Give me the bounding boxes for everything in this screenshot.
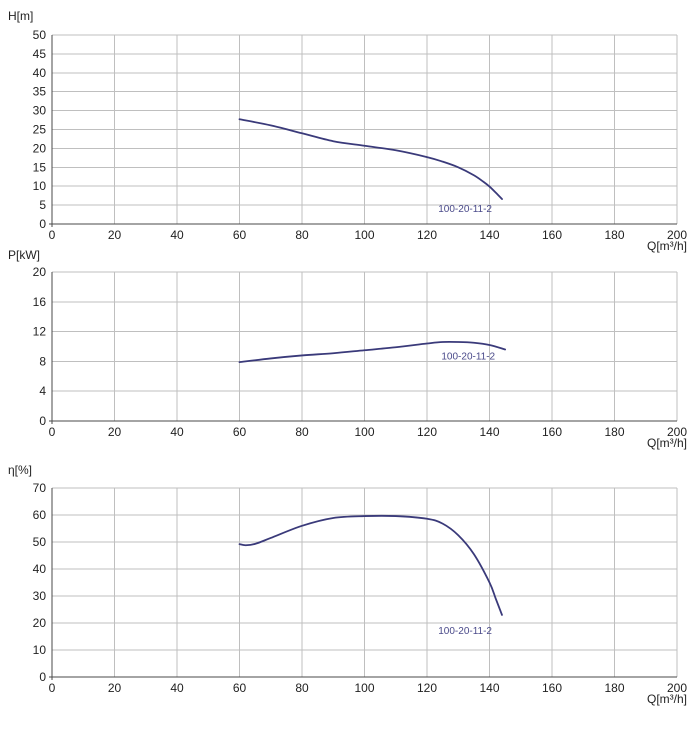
y-tick-label: 0 <box>39 670 46 684</box>
series-label: 100-20-11-2 <box>438 204 492 215</box>
x-tick-label: 60 <box>233 425 247 439</box>
x-tick-label: 80 <box>295 228 309 242</box>
y-axis-label: H[m] <box>8 9 33 23</box>
x-tick-label: 140 <box>479 425 499 439</box>
x-tick-label: 160 <box>542 681 562 695</box>
y-tick-label: 45 <box>33 47 47 61</box>
x-axis-label: Q[m³/h] <box>647 239 687 253</box>
y-tick-label: 0 <box>39 217 46 231</box>
x-tick-label: 40 <box>170 681 184 695</box>
x-tick-label: 0 <box>49 425 56 439</box>
x-tick-label: 40 <box>170 425 184 439</box>
x-tick-label: 20 <box>108 228 122 242</box>
x-tick-label: 40 <box>170 228 184 242</box>
x-tick-label: 20 <box>108 425 122 439</box>
chart-1: 0 5 10 15 20 25 30 35 40 45 50 0 20 40 60 80 100 120 140 16… <box>8 9 687 253</box>
y-tick-label: 60 <box>33 508 47 522</box>
x-tick-label: 20 <box>108 681 122 695</box>
x-tick-label: 120 <box>417 425 437 439</box>
series-label: 100-20-11-2 <box>438 626 492 637</box>
y-tick-label: 20 <box>33 616 47 630</box>
x-tick-label: 140 <box>479 228 499 242</box>
y-tick-label: 35 <box>33 85 47 99</box>
y-tick-label: 10 <box>33 643 47 657</box>
x-tick-label: 120 <box>417 681 437 695</box>
x-tick-label: 80 <box>295 425 309 439</box>
x-axis-label: Q[m³/h] <box>647 692 687 706</box>
y-tick-label: 20 <box>33 141 47 155</box>
x-tick-label: 180 <box>604 681 624 695</box>
x-tick-label: 120 <box>417 228 437 242</box>
x-tick-label: 200 <box>667 425 687 439</box>
x-tick-label: 180 <box>604 425 624 439</box>
x-tick-label: 200 <box>667 228 687 242</box>
y-tick-label: 12 <box>33 325 47 339</box>
y-tick-label: 70 <box>33 481 47 495</box>
x-tick-label: 180 <box>604 228 624 242</box>
x-tick-label: 100 <box>354 681 374 695</box>
y-tick-label: 20 <box>33 265 47 279</box>
chart-3: 0 10 20 30 40 50 60 70 0 20 40 60 80 100 120 140 160 180 2… <box>8 463 687 706</box>
y-tick-label: 0 <box>39 414 46 428</box>
y-tick-label: 15 <box>33 160 47 174</box>
x-tick-label: 160 <box>542 425 562 439</box>
y-tick-label: 30 <box>33 589 47 603</box>
y-tick-label: 10 <box>33 179 47 193</box>
x-tick-label: 200 <box>667 681 687 695</box>
x-tick-label: 80 <box>295 681 309 695</box>
y-tick-label: 16 <box>33 295 47 309</box>
y-tick-label: 30 <box>33 104 47 118</box>
y-tick-label: 40 <box>33 562 47 576</box>
x-tick-label: 160 <box>542 228 562 242</box>
series-label: 100-20-11-2 <box>441 351 495 362</box>
series-line <box>238 514 503 616</box>
y-tick-label: 8 <box>39 354 46 368</box>
y-tick-label: 25 <box>33 123 47 137</box>
x-tick-label: 0 <box>49 681 56 695</box>
series-line <box>238 118 503 200</box>
series-line <box>238 340 507 364</box>
x-tick-label: 100 <box>354 425 374 439</box>
y-tick-label: 50 <box>33 535 47 549</box>
y-tick-label: 5 <box>39 198 46 212</box>
x-tick-label: 100 <box>354 228 374 242</box>
x-tick-label: 0 <box>49 228 56 242</box>
x-tick-label: 60 <box>233 681 247 695</box>
y-tick-label: 50 <box>33 28 47 42</box>
y-tick-label: 4 <box>39 384 46 398</box>
x-tick-label: 60 <box>233 228 247 242</box>
y-axis-label: η[%] <box>8 463 32 477</box>
y-axis-label: P[kW] <box>8 248 40 262</box>
y-tick-label: 40 <box>33 66 47 80</box>
x-axis-label: Q[m³/h] <box>647 436 687 450</box>
x-tick-label: 140 <box>479 681 499 695</box>
